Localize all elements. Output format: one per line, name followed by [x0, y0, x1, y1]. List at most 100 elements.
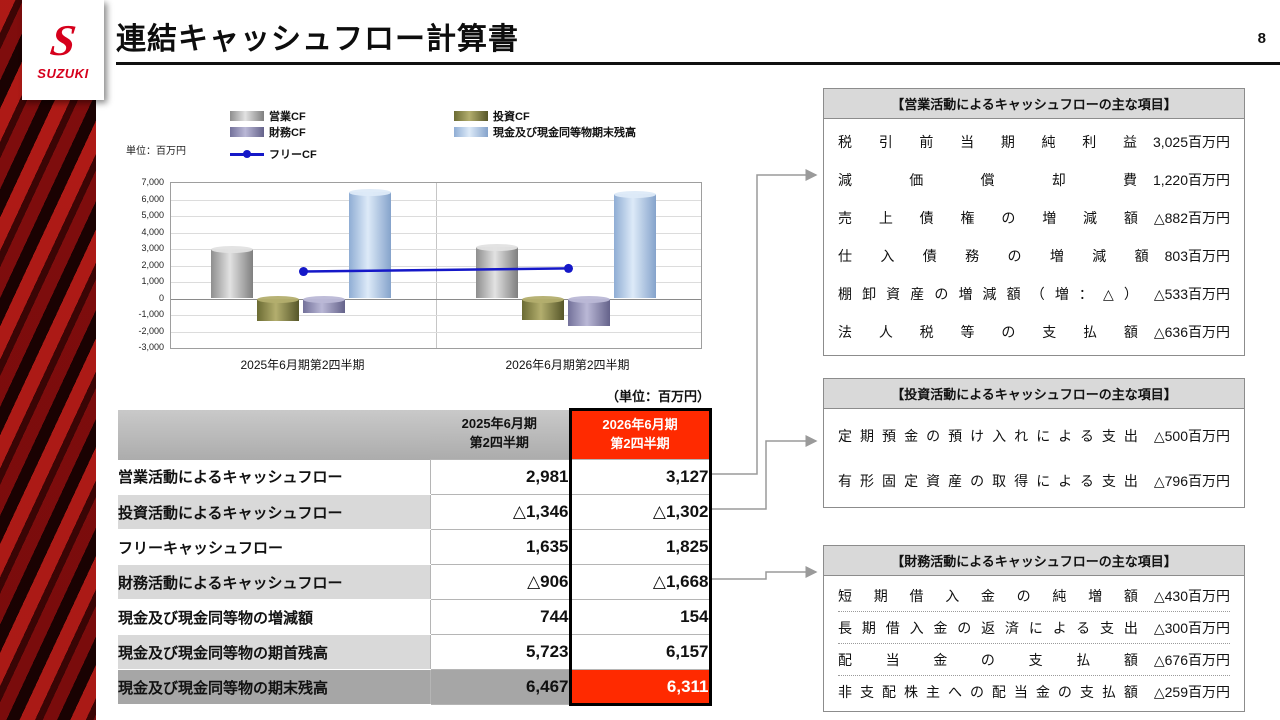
table-row: フリーキャッシュフロー 1,635 1,825	[118, 529, 712, 565]
value-cell-2025: 744	[429, 599, 571, 635]
zero-line	[171, 298, 701, 300]
header-line: 2026年6月期	[602, 417, 678, 433]
panel-body: 税引前当期純利益 3,025百万円 減価償却費 1,220百万円 売上債権の増減…	[824, 119, 1244, 355]
row-label-cell: フリーキャッシュフロー	[118, 529, 430, 565]
value-cell-2025: △1,346	[429, 494, 571, 530]
panel-item: 仕入債務の増減額 803百万円	[838, 237, 1230, 275]
panel-item: 非支配株主への配当金の支払額 △259百万円	[838, 676, 1230, 707]
gridline	[171, 315, 701, 316]
operating-cf-panel: 【営業活動によるキャッシュフローの主な項目】 税引前当期純利益 3,025百万円…	[823, 88, 1245, 356]
gridline	[171, 331, 701, 333]
header-2026: 2026年6月期 第2四半期	[568, 408, 712, 460]
panel-item-label: 売上債権の増減額	[838, 210, 1138, 226]
value-cell-2025: 2,981	[429, 459, 571, 495]
panel-item-label: 配当金の支払額	[838, 651, 1138, 668]
chart-unit-label: 単位：百万円	[126, 146, 186, 157]
y-axis-tick: -2,000	[138, 325, 164, 336]
chart-bar	[568, 295, 610, 327]
panel-item: 減価償却費 1,220百万円	[838, 161, 1230, 199]
x-category-label: 2026年6月期第2四半期	[505, 358, 630, 372]
panel-item-label: 非支配株主への配当金の支払額	[838, 683, 1138, 700]
panel-item-value: 1,220百万円	[1152, 172, 1230, 188]
suzuki-logo: S SUZUKI	[22, 0, 104, 100]
header-2025: 2025年6月期 第2四半期	[430, 409, 570, 460]
investing-cf-panel: 【投資活動によるキャッシュフローの主な項目】 定期預金の預け入れによる支出 △5…	[823, 378, 1245, 508]
panel-item-value: 3,025百万円	[1152, 134, 1230, 150]
legend-swatch-balance	[454, 127, 488, 137]
header-blank-cell	[118, 409, 430, 460]
panel-item-label: 減価償却費	[838, 172, 1137, 188]
panel-item-label: 税引前当期純利益	[838, 134, 1137, 150]
legend-item-free-cf: フリーCF	[230, 146, 317, 162]
x-category-label: 2025年6月期第2四半期	[240, 358, 365, 372]
gridline	[171, 216, 701, 217]
panel-item-value: △259百万円	[1153, 683, 1230, 700]
panel-item: 法人税等の支払額 △636百万円	[838, 313, 1230, 351]
value-cell-2026: 6,157	[568, 634, 712, 670]
row-label-cell: 営業活動によるキャッシュフロー	[118, 459, 430, 495]
bar-cap	[303, 295, 345, 303]
row-label-cell: 現金及び現金同等物の期首残高	[118, 634, 430, 670]
page-title: 連結キャッシュフロー計算書	[116, 23, 519, 56]
bar-cap	[349, 188, 391, 196]
y-axis-tick: 4,000	[141, 226, 164, 237]
row-label-cell: 財務活動によるキャッシュフロー	[118, 564, 430, 600]
gridline	[171, 282, 701, 283]
value-cell-2025: 1,635	[429, 529, 571, 565]
panel-item: 税引前当期純利益 3,025百万円	[838, 123, 1230, 161]
table-row-total: 現金及び現金同等物の期末残高 6,467 6,311	[118, 669, 712, 706]
legend-label: 営業CF	[269, 111, 306, 123]
legend-swatch-investing	[454, 111, 488, 121]
panel-item-label: 仕入債務の増減額	[838, 248, 1149, 264]
y-axis-tick: 3,000	[141, 243, 164, 253]
legend-label: 財務CF	[269, 127, 306, 139]
legend-item-financing-cf: 財務CF	[230, 124, 306, 140]
panel-item: 棚卸資産の増減額（増：△） △533百万円	[838, 275, 1230, 313]
y-axis-tick: 1,000	[141, 276, 164, 286]
header-line: 2025年6月期	[461, 416, 537, 432]
row-label-cell: 投資活動によるキャッシュフロー	[118, 494, 430, 530]
y-axis-tick: 5,000	[141, 210, 164, 220]
chart-bar	[522, 295, 564, 320]
y-axis-tick: -3,000	[138, 342, 164, 352]
suzuki-s-icon: S	[47, 16, 79, 65]
page-number: 8	[1257, 30, 1266, 47]
panel-item: 短期借入金の純増額 △430百万円	[838, 580, 1230, 612]
table-row: 営業活動によるキャッシュフロー 2,981 3,127	[118, 459, 712, 495]
panel-body: 短期借入金の純増額 △430百万円 長期借入金の返済による支出 △300百万円 …	[824, 576, 1244, 711]
bar-cap	[476, 243, 518, 251]
chart-bar	[349, 188, 391, 299]
y-axis-tick: 6,000	[141, 193, 164, 204]
gridline	[171, 265, 701, 267]
legend-item-operating-cf: 営業CF	[230, 108, 306, 124]
panel-item: 売上債権の増減額 △882百万円	[838, 199, 1230, 237]
table-row: 財務活動によるキャッシュフロー △906 △1,668	[118, 564, 712, 600]
gridline	[171, 249, 701, 250]
y-axis-tick: -1,000	[138, 309, 164, 319]
financing-cf-panel: 【財務活動によるキャッシュフローの主な項目】 短期借入金の純増額 △430百万円…	[823, 545, 1245, 712]
panel-body: 定期預金の預け入れによる支出 △500百万円 有形固定資産の取得による支出 △7…	[824, 409, 1244, 507]
gridline	[171, 232, 701, 234]
panel-item-value: △882百万円	[1153, 210, 1230, 226]
chart-bar	[476, 243, 518, 299]
legend-item-investing-cf: 投資CF	[454, 108, 530, 124]
panel-item-value: △676百万円	[1153, 651, 1230, 668]
panel-item-label: 棚卸資産の増減額（増：△）	[838, 286, 1138, 302]
row-label-cell: 現金及び現金同等物の増減額	[118, 599, 430, 635]
value-cell-2025: 5,723	[429, 634, 571, 670]
panel-item-value: △533百万円	[1153, 286, 1230, 302]
panel-item-value: 803百万円	[1164, 248, 1230, 264]
panel-item-label: 長期借入金の返済による支出	[838, 619, 1138, 636]
value-cell-2026: 1,825	[568, 529, 712, 565]
panel-item-label: 定期預金の預け入れによる支出	[838, 427, 1138, 444]
value-cell-2026: 154	[568, 599, 712, 635]
table-unit-note: （単位：百万円）	[605, 389, 710, 404]
value-cell-2026: △1,668	[568, 564, 712, 600]
legend-swatch-operating	[230, 111, 264, 121]
panel-item: 配当金の支払額 △676百万円	[838, 644, 1230, 676]
panel-title: 【営業活動によるキャッシュフローの主な項目】	[824, 89, 1244, 119]
legend-swatch-financing	[230, 127, 264, 137]
value-cell-2026: 3,127	[568, 459, 712, 495]
bar-cap	[257, 295, 299, 303]
cash-flow-chart: 単位：百万円 営業CF 投資CF 財務CF 現金及び現金同等物期末残高 フリーC…	[118, 98, 718, 410]
